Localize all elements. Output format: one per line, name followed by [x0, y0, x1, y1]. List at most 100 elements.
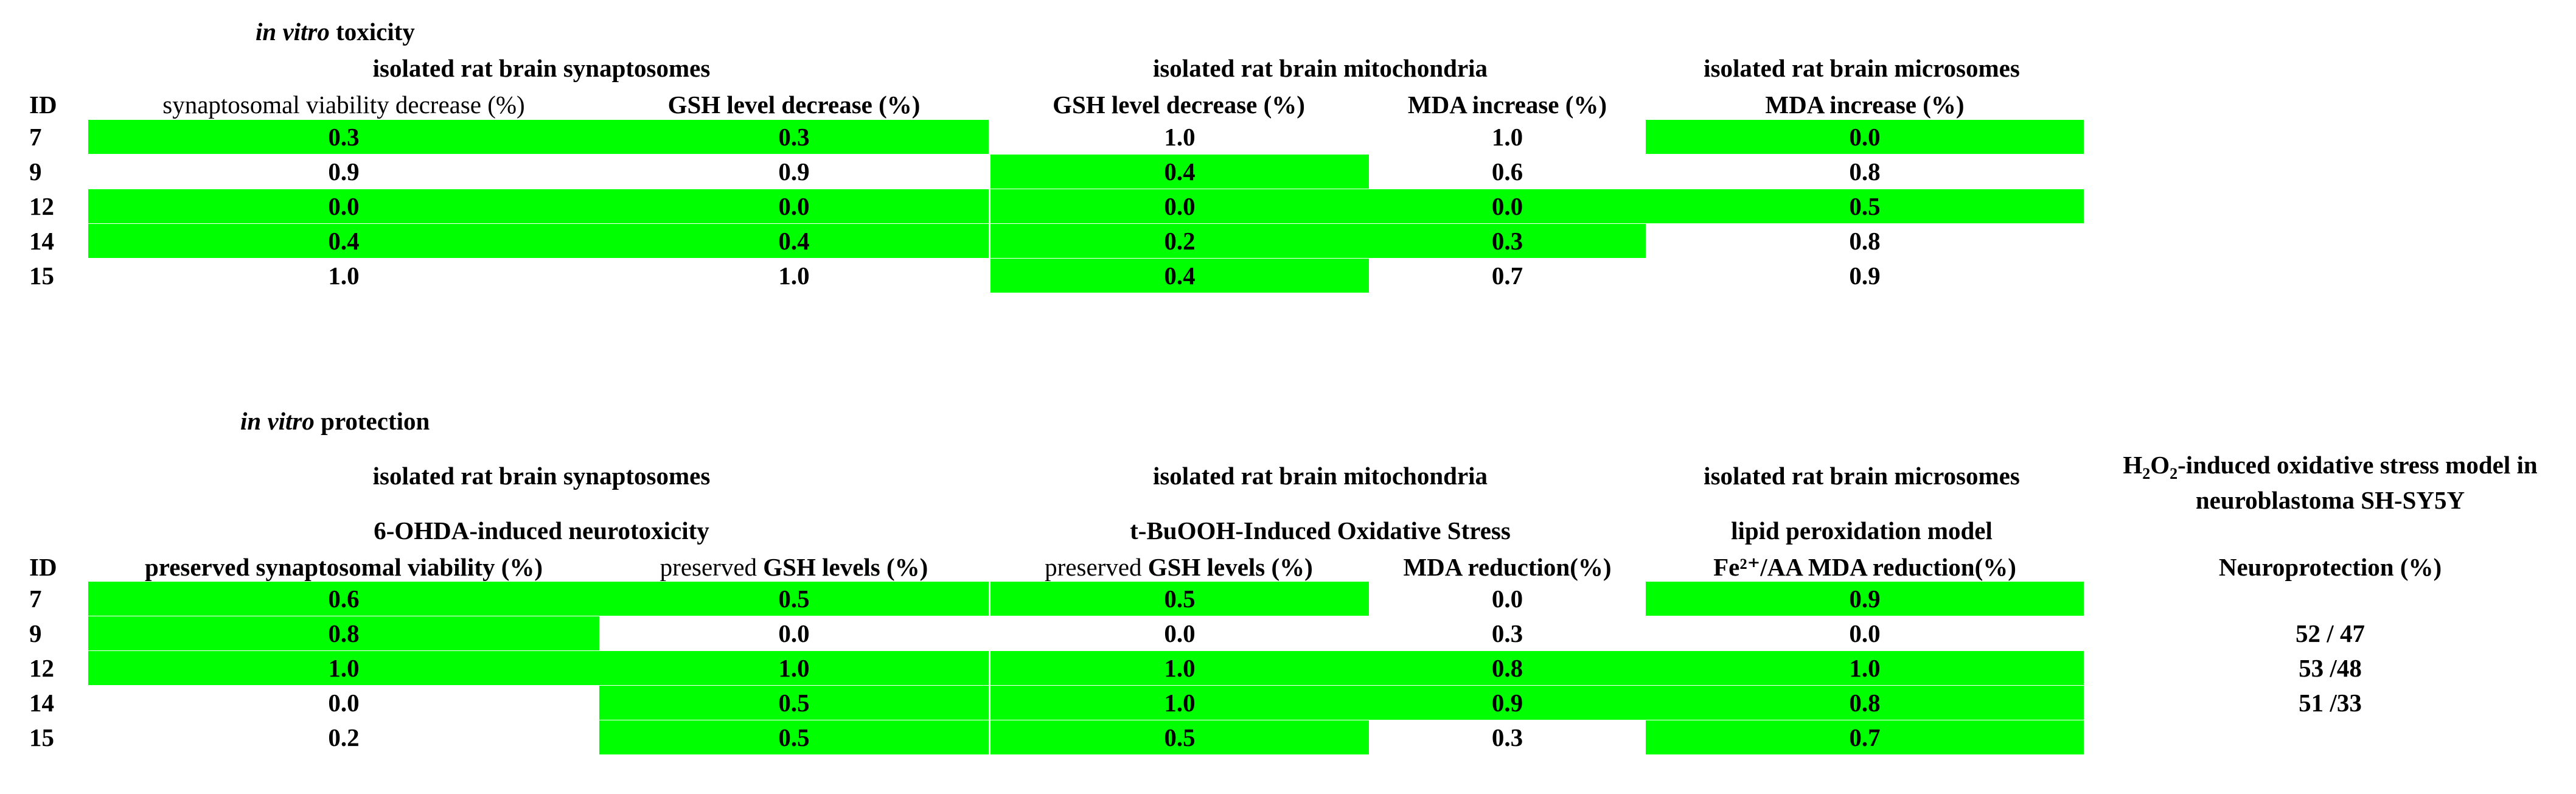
tox-group-synaptosomes: isolated rat brain synaptosomes	[372, 54, 711, 82]
prot-table-cell: 0.8	[1369, 651, 1646, 685]
tox-table-cell: 0.9	[778, 158, 810, 186]
tox-row-id: 12	[29, 192, 54, 220]
prot-model-microsomes: lipid peroxidation model	[1731, 517, 1993, 545]
h2o2-sub2: 2	[2170, 465, 2178, 483]
tox-table-cell: 0.0	[990, 189, 1369, 223]
tox-table-cell: 0.3	[599, 120, 989, 154]
tox-col-mda-microsomes: MDA increase (%)	[1765, 91, 1965, 119]
sh-sy5y-line2: neuroblastoma SH-SY5Y	[2195, 486, 2465, 514]
h2o2-o: O	[2150, 451, 2170, 479]
tox-col-mda-mitochondria: MDA increase (%)	[1407, 91, 1607, 119]
tox-table-cell: 0.7	[1491, 262, 1523, 290]
protection-title-italic: in vitro	[240, 407, 315, 435]
tox-table-cell: 0.3	[1369, 224, 1646, 258]
tox-table-cell: 0.3	[88, 120, 599, 154]
prot-table-cell: 0.3	[1491, 723, 1523, 751]
prot-row-id: 7	[29, 585, 42, 613]
tox-table-cell: 0.9	[328, 158, 360, 186]
tox-table-cell: 0.4	[990, 259, 1369, 293]
tox-group-microsomes: isolated rat brain microsomes	[1704, 54, 2020, 82]
prot-row-id: 12	[29, 654, 54, 682]
prot-table-cell: 0.0	[1849, 619, 1881, 647]
prot-table-cell: 0.7	[1646, 720, 2084, 754]
prot-col-gsh-synaptosomes: preserved GSH levels (%)	[599, 555, 989, 580]
prot-group-mitochondria: isolated rat brain mitochondria	[1152, 462, 1488, 490]
prot-row-id: 14	[29, 689, 54, 717]
tox-table-cell: 0.4	[599, 224, 989, 258]
prot-table-cell: 1.0	[88, 651, 599, 685]
tox-table-cell: 0.0	[88, 189, 599, 223]
prot-table-cell: 0.0	[328, 689, 360, 717]
tox-table-cell: 0.9	[1849, 262, 1881, 290]
tox-table-cell: 0.5	[1646, 189, 2084, 223]
prot-model-mitochondria: t-BuOOH-Induced Oxidative Stress	[1130, 517, 1511, 545]
prot-col-gsh-mito-plain: preserved	[1045, 553, 1148, 581]
tox-table-cell: 1.0	[1164, 123, 1196, 151]
prot-table-cell: 0.9	[1369, 686, 1646, 720]
tox-row-id: 14	[29, 227, 54, 255]
prot-table-cell: 0.0	[778, 619, 810, 647]
tox-col-viability: synaptosomal viability decrease (%)	[162, 91, 525, 119]
prot-row-id: 9	[29, 619, 42, 647]
prot-col-viability: preserved synaptosomal viability (%)	[144, 553, 543, 581]
prot-table-cell: 0.3	[1491, 619, 1523, 647]
prot-table-cell: 0.0	[1164, 619, 1196, 647]
tox-table-cell: 0.8	[1849, 158, 1881, 186]
prot-group-microsomes: isolated rat brain microsomes	[1704, 462, 2020, 490]
toxicity-section-title: in vitro toxicity	[256, 19, 415, 44]
prot-id-header: ID	[29, 553, 57, 581]
tox-table-cell: 0.2	[990, 224, 1369, 258]
prot-table-cell: 53 /48	[2299, 654, 2362, 682]
prot-row-id: 15	[29, 723, 54, 751]
tox-row-id: 9	[29, 158, 42, 186]
prot-col-gsh-syn-bold: GSH levels (%)	[763, 553, 928, 581]
toxicity-title-rest: toxicity	[329, 18, 415, 46]
prot-table-cell: 0.9	[1646, 582, 2084, 616]
tox-table-cell: 0.0	[1369, 189, 1646, 223]
toxicity-title-italic: in vitro	[256, 18, 330, 46]
h2o2-sub1: 2	[2142, 465, 2151, 483]
h2o2-h: H	[2123, 451, 2143, 479]
tox-table-cell: 0.4	[990, 155, 1369, 189]
prot-col-gsh-mitochondria: preserved GSH levels (%)	[989, 555, 1369, 580]
prot-table-cell: 51 /33	[2299, 689, 2362, 717]
prot-col-mda-reduction: MDA reduction(%)	[1403, 553, 1612, 581]
tox-table-cell: 1.0	[778, 262, 810, 290]
tox-table-cell: 0.4	[88, 224, 599, 258]
tox-col-gsh-mitochondria: GSH level decrease (%)	[1053, 91, 1305, 119]
prot-group-sh-sy5y: H2O2-induced oxidative stress model in n…	[2093, 449, 2567, 517]
h2o2-rest: -induced oxidative stress model in	[2177, 451, 2538, 479]
tox-row-id: 7	[29, 123, 42, 151]
protection-section-title: in vitro protection	[240, 409, 430, 434]
prot-col-gsh-syn-plain: preserved	[660, 553, 764, 581]
tox-table-cell: 0.0	[1646, 120, 2084, 154]
prot-col-fe-aa-mda: Fe²⁺/AA MDA reduction(%)	[1713, 553, 2016, 581]
tox-table-cell: 0.8	[1849, 227, 1881, 255]
prot-table-cell: 0.2	[328, 723, 360, 751]
prot-table-cell: 0.5	[599, 686, 989, 720]
prot-table-cell: 0.5	[990, 582, 1369, 616]
prot-table-cell: 0.5	[599, 582, 989, 616]
tox-table-cell: 0.0	[599, 189, 989, 223]
prot-table-cell: 0.8	[1646, 686, 2084, 720]
prot-table-cell	[2093, 582, 2567, 616]
prot-table-cell: 1.0	[599, 651, 989, 685]
tox-row-id: 15	[29, 262, 54, 290]
prot-model-synaptosomes: 6-OHDA-induced neurotoxicity	[374, 517, 709, 545]
tox-id-header: ID	[29, 91, 57, 119]
prot-col-neuroprotection: Neuroprotection (%)	[2218, 553, 2442, 581]
tox-group-mitochondria: isolated rat brain mitochondria	[1152, 54, 1488, 82]
prot-table-cell: 1.0	[990, 686, 1369, 720]
prot-col-gsh-mito-bold: GSH levels (%)	[1147, 553, 1313, 581]
tox-table-cell: 0.6	[1491, 158, 1523, 186]
prot-table-cell: 1.0	[990, 651, 1369, 685]
tox-table-cell: 1.0	[328, 262, 360, 290]
prot-table-cell: 0.5	[990, 720, 1369, 754]
prot-table-cell: 1.0	[1646, 651, 2084, 685]
prot-table-cell: 0.6	[88, 582, 599, 616]
prot-table-cell	[2093, 720, 2567, 754]
prot-table-cell: 52 / 47	[2296, 619, 2365, 647]
protection-title-rest: protection	[314, 407, 430, 435]
prot-table-cell: 0.8	[88, 616, 599, 650]
prot-table-cell: 0.5	[599, 720, 989, 754]
